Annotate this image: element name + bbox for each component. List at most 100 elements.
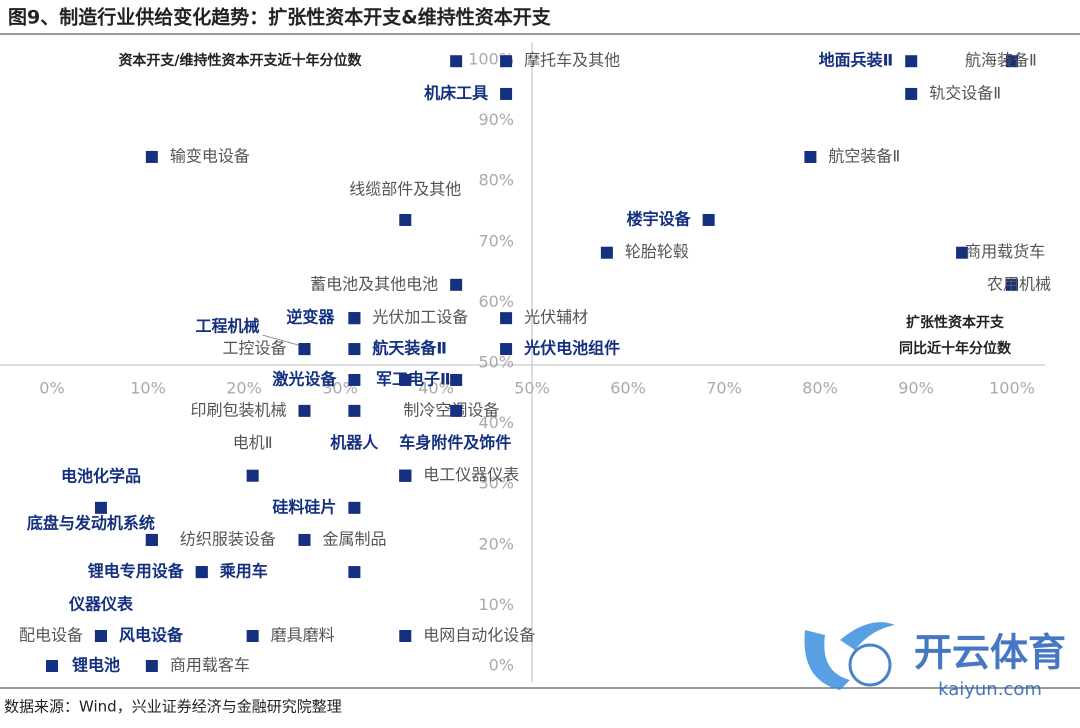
point-label: 电机Ⅱ (233, 433, 273, 452)
point (905, 87, 918, 100)
point (298, 343, 311, 356)
x-tick-label: 90% (898, 379, 934, 398)
point-label: 光伏辅材 (524, 308, 588, 327)
point-label: 商用载客车 (170, 656, 250, 675)
x-tick-label: 70% (706, 379, 742, 398)
watermark-logo (840, 622, 895, 650)
y-axis-label: 资本开支/维持性资本开支近十年分位数 (118, 52, 362, 69)
point-label: 机床工具 (424, 83, 488, 102)
x-tick-label: 20% (226, 379, 262, 398)
point (804, 150, 817, 163)
point (1006, 55, 1018, 68)
point (450, 278, 463, 291)
point (702, 213, 715, 226)
y-tick-label: 70% (478, 231, 514, 250)
point-label: 工程机械 (195, 317, 259, 336)
point-label: 印刷包装机械 (190, 400, 286, 419)
point-label: 楼宇设备 (627, 209, 692, 228)
point (246, 630, 259, 643)
y-tick-label: 30% (478, 474, 514, 493)
point-label: 硅料硅片 (272, 497, 336, 516)
point (1006, 278, 1018, 291)
x-tick-label: 10% (130, 379, 166, 398)
point (450, 404, 463, 417)
y-tick-label: 40% (478, 413, 514, 432)
point (600, 246, 613, 259)
source-note: 数据来源：Wind，兴业证券经济与金融研究院整理 (4, 698, 342, 716)
point-label: 锂电池 (72, 656, 120, 675)
point (298, 533, 311, 546)
point-label: 仪器仪表 (68, 595, 134, 614)
point-label: 军工电子Ⅱ (376, 369, 451, 388)
point-label: 商用载货车 (965, 242, 1045, 261)
point-label: 轮胎轮毂 (625, 242, 689, 261)
point-label: 光伏电池组件 (523, 339, 620, 358)
point (348, 501, 361, 514)
point (500, 312, 513, 325)
watermark-text: kaiyun.com (938, 679, 1042, 700)
point (246, 469, 259, 482)
point (500, 343, 513, 356)
x-tick-label: 60% (610, 379, 646, 398)
point-label: 电池化学品 (61, 466, 141, 485)
point-label: 金属制品 (322, 529, 386, 548)
point-label: 航空装备Ⅱ (828, 146, 900, 165)
point (348, 343, 361, 356)
point (348, 404, 361, 417)
point-label: 电工仪器仪表 (423, 465, 519, 484)
point-label: 工控设备 (222, 339, 286, 358)
point (399, 213, 412, 226)
point (195, 566, 208, 579)
point (905, 55, 918, 68)
point-label: 输变电设备 (170, 146, 250, 165)
point-label: 机器人 (330, 433, 379, 452)
x-axis-label: 同比近十年分位数 (899, 340, 1012, 357)
point (399, 469, 412, 482)
point (450, 373, 463, 386)
x-tick-label: 80% (802, 379, 838, 398)
point (348, 312, 361, 325)
y-tick-label: 0% (489, 656, 514, 675)
point (399, 630, 412, 643)
point (956, 246, 969, 259)
y-tick-label: 10% (478, 595, 514, 614)
point-label: 激光设备 (272, 369, 337, 388)
point-label: 航天装备Ⅱ (372, 339, 447, 358)
point-label: 光伏加工设备 (372, 308, 468, 327)
point (145, 533, 158, 546)
point-label: 配电设备 (19, 626, 83, 645)
point (399, 373, 412, 386)
point-label: 线缆部件及其他 (349, 179, 461, 198)
point (46, 660, 58, 672)
x-tick-label: 0% (39, 379, 64, 398)
watermark: 开云体育 kaiyun.com (804, 622, 1066, 700)
point (500, 87, 513, 100)
leader-line (262, 334, 299, 346)
point-label: 地面兵装Ⅱ (819, 51, 894, 70)
y-tick-label: 60% (478, 292, 514, 311)
chart-title: 图9、制造行业供给变化趋势：扩张性资本开支&维持性资本开支 (8, 6, 552, 29)
x-tick-label: 50% (514, 379, 550, 398)
point-label: 乘用车 (219, 562, 268, 581)
watermark-logo (804, 630, 850, 690)
point-label: 逆变器 (286, 308, 335, 327)
point-label: 车身附件及饰件 (399, 433, 511, 452)
y-tick-label: 90% (478, 110, 514, 129)
y-tick-label: 20% (478, 534, 514, 553)
point-label: 风电设备 (119, 626, 184, 645)
point (94, 630, 107, 643)
watermark-logo (848, 643, 892, 687)
point-label: 农用机械 (987, 274, 1051, 293)
point (348, 373, 361, 386)
point-label: 锂电专用设备 (88, 562, 185, 581)
point-label: 纺织服装设备 (180, 529, 276, 548)
point (94, 501, 107, 514)
x-axis-label: 扩张性资本开支 (906, 314, 1005, 331)
point-label: 摩托车及其他 (524, 51, 620, 70)
point (145, 660, 158, 672)
watermark-text: 开云体育 (914, 631, 1066, 675)
point-label: 底盘与发动机系统 (27, 513, 155, 532)
y-tick-label: 80% (478, 171, 514, 190)
y-tick-label: 50% (478, 353, 514, 372)
